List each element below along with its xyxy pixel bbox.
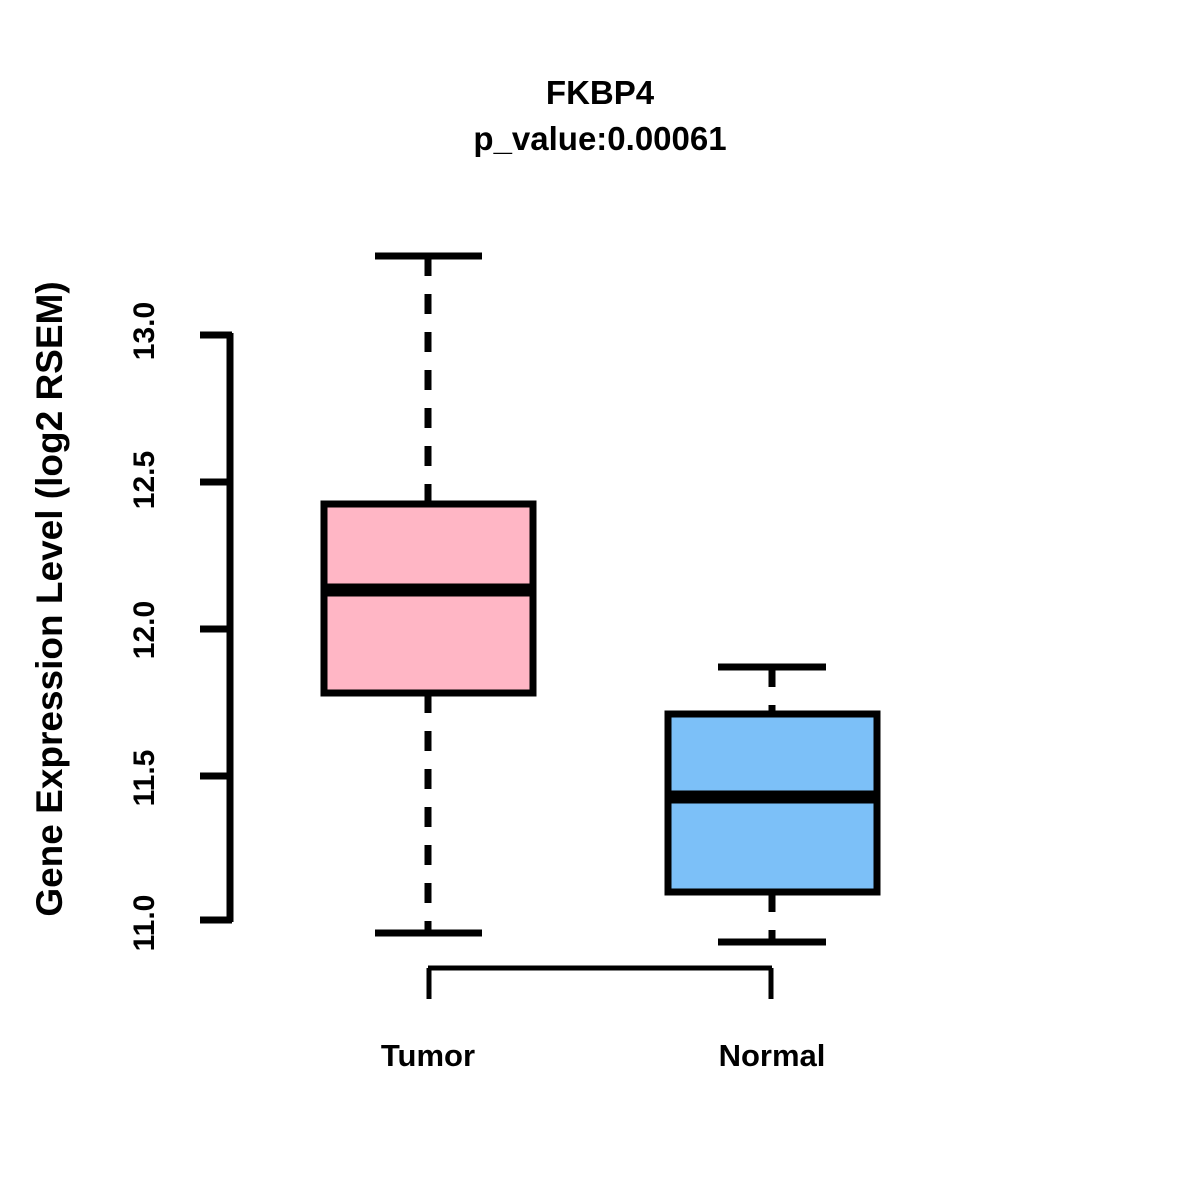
box-normal[interactable] <box>664 663 881 946</box>
chart-subtitle: p_value:0.00061 <box>473 120 727 157</box>
significance-bracket <box>426 965 774 999</box>
y-axis <box>200 331 234 924</box>
chart-title: FKBP4 <box>545 74 655 111</box>
box-tumor[interactable] <box>320 252 537 937</box>
tumor-box-rect <box>320 500 537 697</box>
x-tick-label-normal: Normal <box>718 1038 826 1073</box>
x-tick-label-tumor: Tumor <box>380 1038 476 1073</box>
